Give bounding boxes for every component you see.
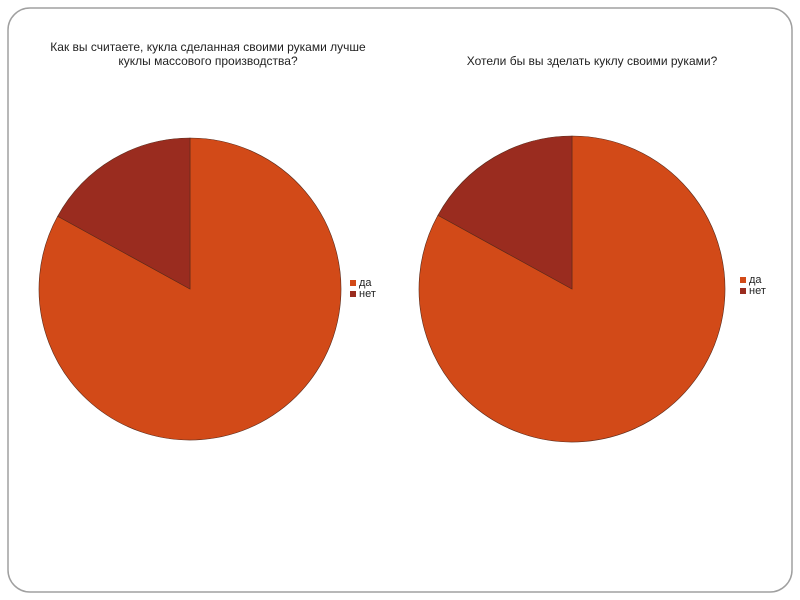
legend-label: нет bbox=[359, 288, 376, 300]
legend-label: нет bbox=[749, 285, 766, 297]
pie-slice bbox=[437, 135, 573, 290]
legend-swatch bbox=[740, 288, 746, 294]
legend-swatch bbox=[350, 280, 356, 286]
chart-title: Как вы считаете, кукла сделанная своими … bbox=[50, 40, 366, 68]
legend-swatch bbox=[350, 291, 356, 297]
pie-slice bbox=[57, 137, 191, 290]
legend-label: да bbox=[359, 277, 372, 289]
legend-swatch bbox=[740, 277, 746, 283]
chart-title: Хотели бы вы зделать куклу своими руками… bbox=[467, 54, 718, 68]
legend-label: да bbox=[749, 274, 762, 286]
